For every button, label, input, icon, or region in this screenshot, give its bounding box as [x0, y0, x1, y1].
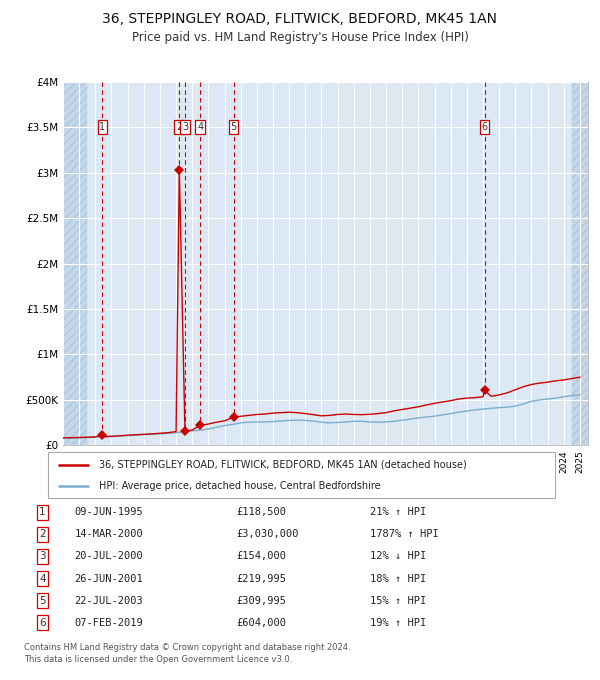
Text: 2: 2: [39, 529, 46, 539]
Text: Contains HM Land Registry data © Crown copyright and database right 2024.
This d: Contains HM Land Registry data © Crown c…: [24, 643, 350, 664]
Text: 15% ↑ HPI: 15% ↑ HPI: [370, 596, 426, 606]
FancyBboxPatch shape: [48, 452, 555, 498]
Text: 36, STEPPINGLEY ROAD, FLITWICK, BEDFORD, MK45 1AN (detached house): 36, STEPPINGLEY ROAD, FLITWICK, BEDFORD,…: [98, 460, 466, 470]
Text: 21% ↑ HPI: 21% ↑ HPI: [370, 507, 426, 517]
Text: 36, STEPPINGLEY ROAD, FLITWICK, BEDFORD, MK45 1AN: 36, STEPPINGLEY ROAD, FLITWICK, BEDFORD,…: [103, 12, 497, 27]
Text: 09-JUN-1995: 09-JUN-1995: [74, 507, 143, 517]
Bar: [572, 82, 588, 445]
Text: £309,995: £309,995: [236, 596, 286, 606]
Text: 07-FEB-2019: 07-FEB-2019: [74, 617, 143, 628]
Text: £154,000: £154,000: [236, 551, 286, 562]
Text: £118,500: £118,500: [236, 507, 286, 517]
Text: 12% ↓ HPI: 12% ↓ HPI: [370, 551, 426, 562]
Text: £3,030,000: £3,030,000: [236, 529, 299, 539]
Text: 14-MAR-2000: 14-MAR-2000: [74, 529, 143, 539]
Text: 4: 4: [197, 122, 203, 132]
Text: 3: 3: [39, 551, 46, 562]
Text: 19% ↑ HPI: 19% ↑ HPI: [370, 617, 426, 628]
Text: 6: 6: [482, 122, 488, 132]
Text: 4: 4: [39, 573, 46, 583]
Text: 22-JUL-2003: 22-JUL-2003: [74, 596, 143, 606]
Text: 2: 2: [176, 122, 182, 132]
Text: £219,995: £219,995: [236, 573, 286, 583]
Bar: [63, 82, 87, 445]
Text: 1787% ↑ HPI: 1787% ↑ HPI: [370, 529, 439, 539]
Text: 18% ↑ HPI: 18% ↑ HPI: [370, 573, 426, 583]
Text: 26-JUN-2001: 26-JUN-2001: [74, 573, 143, 583]
Text: Price paid vs. HM Land Registry's House Price Index (HPI): Price paid vs. HM Land Registry's House …: [131, 31, 469, 44]
Text: 3: 3: [182, 122, 188, 132]
Text: 6: 6: [39, 617, 46, 628]
Text: 5: 5: [230, 122, 237, 132]
Text: 1: 1: [39, 507, 46, 517]
Text: £604,000: £604,000: [236, 617, 286, 628]
Text: 1: 1: [100, 122, 106, 132]
Text: HPI: Average price, detached house, Central Bedfordshire: HPI: Average price, detached house, Cent…: [98, 481, 380, 492]
Bar: [572, 82, 588, 445]
Text: 5: 5: [39, 596, 46, 606]
Bar: [63, 82, 87, 445]
Text: 20-JUL-2000: 20-JUL-2000: [74, 551, 143, 562]
